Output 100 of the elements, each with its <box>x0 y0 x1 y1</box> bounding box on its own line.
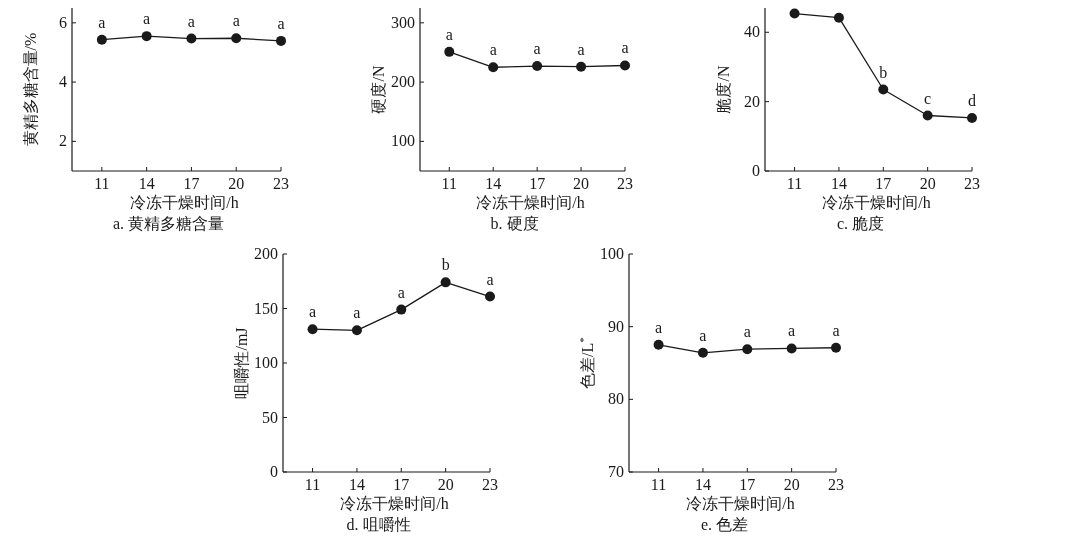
annotation: b <box>879 63 888 81</box>
annotation: a <box>187 12 195 30</box>
x-tick-label: 11 <box>650 476 667 493</box>
text: d. 咀嚼性 <box>346 516 411 533</box>
y-tick-label: 200 <box>254 245 278 262</box>
x-tick-label: 23 <box>273 175 289 192</box>
y-tick-label: 6 <box>59 13 67 31</box>
annotation: a <box>577 40 585 58</box>
x-axis-title: 冷冻干燥时间/h <box>130 194 239 211</box>
point <box>833 12 844 23</box>
text: a. 黄精多糖含量 <box>112 215 225 232</box>
y-axis-title: 咀嚼性/mJ <box>233 327 250 399</box>
x-tick-label: 11 <box>441 175 457 192</box>
x-tick-label: 23 <box>482 476 498 493</box>
point <box>488 62 499 73</box>
x-tick-label: 14 <box>348 476 365 493</box>
annotation: a <box>655 318 663 336</box>
point <box>922 110 933 121</box>
annotation: a <box>788 322 796 340</box>
annotation: a <box>277 14 285 32</box>
point <box>307 324 318 335</box>
x-tick-label: 17 <box>529 175 546 192</box>
x-tick-label: 17 <box>183 175 200 192</box>
text: b. 硬度 <box>490 215 539 232</box>
x-tick-label: 14 <box>830 175 847 192</box>
x-tick-label: 23 <box>964 175 980 192</box>
point <box>697 347 708 358</box>
point <box>878 84 889 95</box>
point <box>485 291 495 302</box>
y-tick-label: 150 <box>254 299 278 317</box>
y-tick-label: 40 <box>744 23 760 41</box>
point <box>576 61 587 72</box>
x-tick-label: 20 <box>573 175 590 192</box>
y-tick-label: 300 <box>391 13 415 31</box>
y-tick-label: 50 <box>262 408 278 426</box>
x-tick-label: 14 <box>485 175 502 192</box>
y-tick-label: 0 <box>270 463 278 480</box>
x-tick-label: 17 <box>739 476 756 493</box>
annotation: a <box>489 41 497 59</box>
text: c. 脆度 <box>836 215 885 232</box>
annotation: a <box>699 326 707 344</box>
point <box>742 344 753 355</box>
annotation: a <box>486 270 494 288</box>
point <box>967 112 977 123</box>
x-tick-label: 17 <box>393 476 410 493</box>
annotation: a <box>232 12 240 30</box>
x-tick-label: 14 <box>694 476 711 493</box>
x-tick-label: 20 <box>919 175 936 192</box>
x-tick-label: 11 <box>304 476 321 493</box>
annotation: a <box>621 39 629 57</box>
y-tick-label: 200 <box>391 73 415 91</box>
annotation: a <box>743 323 751 341</box>
x-tick-label: 20 <box>228 175 245 192</box>
point <box>532 61 543 72</box>
annotation: a <box>98 13 106 31</box>
x-tick-label: 23 <box>617 175 633 192</box>
point <box>620 60 630 71</box>
point <box>351 325 362 336</box>
x-tick-label: 20 <box>437 476 454 493</box>
y-tick-label: 20 <box>744 92 760 110</box>
annotation: a <box>397 283 405 301</box>
x-tick-label: 11 <box>94 175 110 192</box>
y-tick-label: 80 <box>608 390 624 408</box>
x-axis-title: 冷冻干燥时间/h <box>476 194 585 211</box>
point <box>786 343 797 354</box>
point <box>396 304 407 315</box>
point <box>440 277 451 288</box>
annotation: a <box>143 10 151 28</box>
y-axis-title: 黄精多糖含量/% <box>22 32 39 147</box>
annotation: d <box>968 91 976 109</box>
x-axis-title: 冷冻干燥时间/h <box>822 194 931 211</box>
x-tick-label: 11 <box>786 175 803 192</box>
annotation: a <box>832 321 840 339</box>
annotation: a <box>533 40 541 58</box>
x-tick-label: 14 <box>138 175 155 192</box>
annotation: a <box>309 303 317 321</box>
x-axis-title: 冷冻干燥时间/h <box>686 495 795 512</box>
y-tick-label: 4 <box>59 73 67 91</box>
point <box>653 339 664 350</box>
y-tick-label: 100 <box>391 132 415 150</box>
y-tick-label: 100 <box>600 245 624 262</box>
y-tick-label: 90 <box>608 317 624 335</box>
x-tick-label: 20 <box>783 476 800 493</box>
y-tick-label: 2 <box>59 132 67 150</box>
annotation: a <box>445 25 453 43</box>
annotation: a <box>353 304 361 322</box>
point <box>444 46 455 57</box>
y-tick-label: 0 <box>752 162 760 179</box>
annotation: b <box>441 256 450 274</box>
text: e. 色差 <box>700 516 749 533</box>
x-axis-title: 冷冻干燥时间/h <box>340 495 449 512</box>
y-axis-title: 脆度/N <box>715 65 732 114</box>
annotation: c <box>924 89 932 107</box>
x-tick-label: 23 <box>828 476 844 493</box>
point <box>831 342 841 353</box>
y-tick-label: 100 <box>254 354 278 371</box>
point <box>789 8 800 19</box>
y-tick-label: 70 <box>608 463 624 480</box>
x-tick-label: 17 <box>875 175 892 192</box>
y-axis-title: 硬度/N <box>370 65 387 114</box>
